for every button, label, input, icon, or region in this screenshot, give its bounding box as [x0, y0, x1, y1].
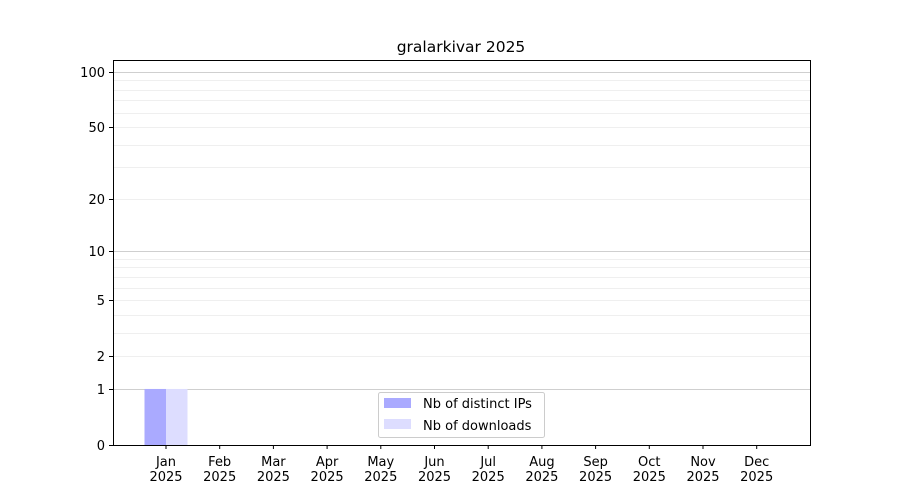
- x-tick-label: May 2025: [364, 455, 397, 485]
- y-tick-label: 10: [88, 245, 105, 260]
- x-tick-label: Apr 2025: [311, 455, 344, 485]
- bar-downloads: [166, 388, 188, 445]
- x-tick-label: Jun 2025: [418, 455, 451, 485]
- plot-frame: [113, 60, 811, 446]
- bar-distinct-ips: [144, 388, 166, 445]
- legend-label-downloads: Nb of downloads: [423, 419, 532, 434]
- x-tick-label: Jan 2025: [149, 455, 182, 485]
- x-tick-label: Aug 2025: [525, 455, 558, 485]
- bars: [144, 388, 188, 445]
- legend: Nb of distinct IPs Nb of downloads: [378, 392, 545, 438]
- legend-swatch-ips: [384, 398, 411, 408]
- y-tick-label: 100: [80, 66, 105, 81]
- y-tick-label: 20: [88, 193, 105, 208]
- x-tick-label: Nov 2025: [686, 455, 719, 485]
- y-tick-label: 50: [88, 121, 105, 136]
- x-tick-label: Jul 2025: [472, 455, 505, 485]
- x-tick-label: Sep 2025: [579, 455, 612, 485]
- y-tick-label: 1: [97, 383, 105, 398]
- y-axis: 0 1 2 5 10 20 50 100: [80, 66, 113, 454]
- chart-title: gralarkivar 2025: [397, 38, 526, 56]
- y-tick-label: 0: [97, 439, 105, 454]
- x-tick-label: Feb 2025: [203, 455, 236, 485]
- y-tick-label: 5: [97, 294, 105, 309]
- legend-swatch-downloads: [384, 419, 411, 429]
- x-tick-label: Mar 2025: [257, 455, 290, 485]
- legend-label-ips: Nb of distinct IPs: [423, 397, 532, 412]
- x-tick-label: Oct 2025: [633, 455, 666, 485]
- x-tick-label: Dec 2025: [740, 455, 773, 485]
- legend-box: [378, 392, 545, 438]
- x-axis: Jan 2025 Feb 2025 Mar 2025 Apr 2025 May 2025 Jun 20…: [149, 445, 773, 485]
- gridlines: [113, 72, 810, 390]
- y-tick-label: 2: [97, 350, 105, 365]
